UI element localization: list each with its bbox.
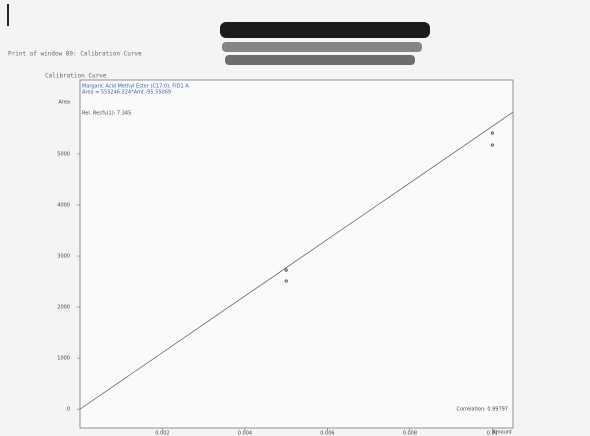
x-tick-label: 0.008 xyxy=(403,431,417,436)
x-tick-label: 0.01 xyxy=(487,431,498,436)
subtitle: Area = 555246.324*Amt -95.55069 xyxy=(82,90,171,96)
y-tick-label: 4000 xyxy=(57,203,70,209)
annotation: Correlation: 0.99797 xyxy=(456,407,508,413)
scan-smudge xyxy=(220,22,430,65)
y-tick-label: 0 xyxy=(67,407,70,413)
subtitle: Margaric Acid Methyl Ester (C17:0), FID1… xyxy=(82,84,189,90)
x-tick-label: 0.004 xyxy=(238,431,252,436)
x-tick-label: 0.002 xyxy=(155,431,169,436)
y-tick-label: 5000 xyxy=(57,151,70,157)
data-point xyxy=(490,131,494,135)
y-axis-label: Area xyxy=(58,100,70,106)
annotation: Rel. Res%(1): 7.345 xyxy=(82,111,131,117)
x-tick-label: 0.006 xyxy=(320,431,334,436)
data-point xyxy=(284,268,288,272)
data-point xyxy=(284,279,288,283)
page-title: Print of window 80: Calibration Curve xyxy=(8,51,142,58)
y-tick-label: 2000 xyxy=(57,305,70,311)
y-tick-label: 3000 xyxy=(57,254,70,260)
plot-frame xyxy=(79,79,514,429)
y-tick-label: 1000 xyxy=(57,356,70,362)
chart-title: Calibration Curve xyxy=(45,73,107,80)
calibration-line xyxy=(79,111,514,410)
data-point xyxy=(490,143,494,147)
x-axis-label: Amount xyxy=(492,430,512,436)
